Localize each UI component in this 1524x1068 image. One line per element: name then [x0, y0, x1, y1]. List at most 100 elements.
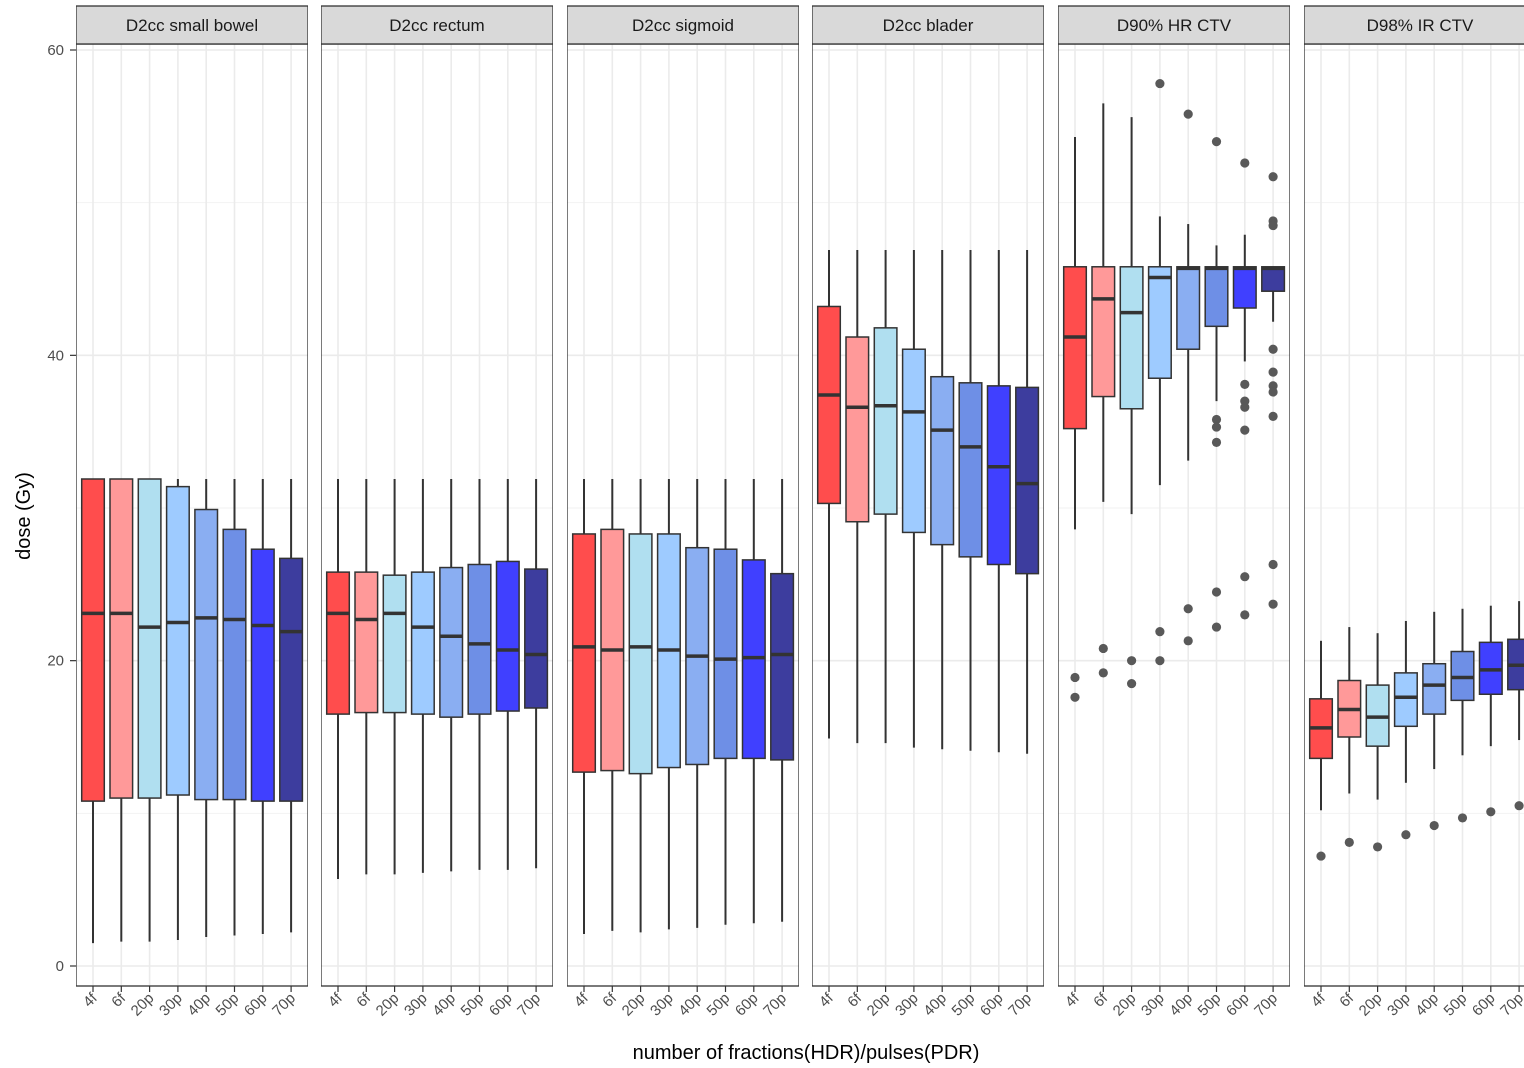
box-60p [1232, 158, 1257, 620]
x-tick-label: 50p [1441, 990, 1471, 1020]
outlier-point [1268, 387, 1278, 397]
box-50p [713, 478, 738, 925]
box-iqr [524, 568, 549, 709]
outlier-point [1211, 587, 1222, 597]
box-70p [279, 478, 304, 933]
facet-strip [1304, 5, 1524, 45]
box-30p [410, 478, 435, 873]
box-4f [1308, 640, 1334, 861]
x-tick-label: 4f [816, 989, 837, 1010]
x-tick-label: 20p [373, 990, 403, 1020]
box-iqr [495, 560, 520, 712]
x-tick-label: 20p [619, 990, 649, 1020]
box-20p [873, 249, 898, 744]
x-tick-label: 50p [949, 990, 979, 1020]
x-tick-label: 30p [156, 990, 186, 1020]
outlier-point [1268, 559, 1278, 570]
outlier-point [1155, 656, 1165, 666]
box-iqr [165, 485, 190, 796]
outlier-point [1098, 668, 1108, 678]
box-6f [1091, 103, 1116, 678]
facet-strip [76, 5, 308, 45]
facet-strip-title: D2cc rectum [389, 16, 484, 35]
facet-strip-title: D2cc blader [883, 16, 974, 35]
box-iqr [1119, 266, 1144, 410]
box-70p [770, 478, 795, 922]
outlier-point [1240, 379, 1250, 389]
facet-strip [321, 5, 553, 45]
facet-strip-title: D2cc small bowel [126, 16, 258, 35]
x-tick-label: 20p [128, 990, 158, 1020]
box-iqr [901, 348, 926, 534]
x-tick-label: 50p [458, 990, 488, 1020]
outlier-point [1211, 137, 1222, 147]
box-6f [845, 249, 870, 744]
box-iqr [250, 548, 275, 802]
box-4f [816, 249, 842, 739]
box-iqr [194, 508, 219, 801]
outlier-point [1240, 610, 1250, 620]
x-tick-label: 4f [1308, 989, 1329, 1010]
x-tick-label: 4f [1062, 989, 1083, 1010]
outlier-point [1070, 692, 1080, 702]
box-30p [901, 249, 926, 748]
box-30p [1393, 620, 1418, 840]
x-tick-label: 30p [647, 990, 677, 1020]
x-tick-label: 40p [184, 990, 214, 1020]
facet-strip [567, 5, 799, 45]
outlier-point [1211, 437, 1222, 447]
box-6f [354, 478, 379, 875]
outlier-point [1155, 78, 1165, 89]
box-6f [1337, 627, 1362, 847]
panel-background [1304, 44, 1524, 986]
y-axis-title: dose (Gy) [13, 472, 35, 560]
box-20p [1365, 633, 1390, 852]
x-tick-label: 20p [1110, 990, 1140, 1020]
outlier-point [1268, 220, 1278, 231]
box-iqr [628, 533, 653, 775]
outlier-point [1268, 172, 1278, 182]
box-iqr [279, 557, 304, 802]
box-iqr [1422, 662, 1447, 715]
box-70p [1015, 249, 1040, 754]
box-iqr [467, 563, 492, 715]
outlier-point [1070, 672, 1080, 683]
x-tick-label: 70p [1005, 990, 1035, 1020]
box-iqr [986, 385, 1011, 566]
box-70p [524, 478, 549, 869]
box-iqr [958, 382, 983, 558]
box-iqr [80, 478, 106, 802]
x-tick-label: 30p [1384, 990, 1414, 1020]
box-70p [1261, 172, 1286, 609]
box-iqr [325, 571, 351, 715]
box-60p [1478, 605, 1503, 817]
x-tick-label: 50p [1195, 990, 1225, 1020]
outlier-point [1401, 830, 1411, 840]
x-tick-label: 4f [571, 989, 592, 1010]
box-60p [986, 249, 1011, 753]
x-tick-label: 40p [1166, 990, 1196, 1020]
outlier-point [1268, 411, 1278, 421]
box-iqr [222, 528, 247, 801]
outlier-point [1344, 837, 1354, 847]
x-tick-label: 4f [80, 989, 101, 1010]
facet-strip [1058, 5, 1290, 45]
outlier-point [1240, 158, 1250, 168]
box-4f [325, 478, 351, 879]
facet-strip [812, 5, 1044, 45]
box-iqr [1176, 266, 1201, 350]
box-iqr [137, 478, 162, 799]
box-iqr [1147, 266, 1172, 379]
x-tick-label: 60p [732, 990, 762, 1020]
outlier-point [1316, 851, 1326, 861]
box-40p [1176, 109, 1201, 646]
box-50p [958, 249, 983, 751]
box-iqr [873, 327, 898, 515]
box-4f [571, 478, 597, 934]
box-iqr [1062, 266, 1088, 430]
box-iqr [571, 533, 597, 773]
